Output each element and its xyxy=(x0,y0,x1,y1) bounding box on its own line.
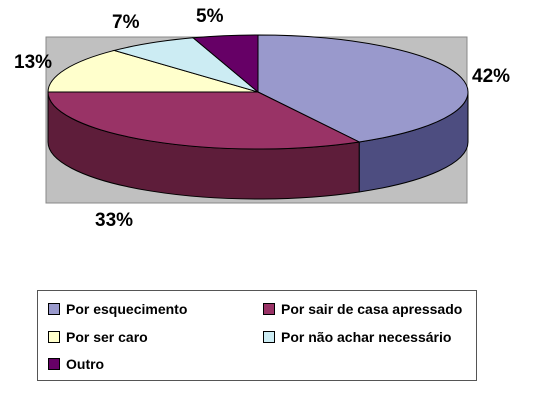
legend-item-por-esquecimento: Por esquecimento xyxy=(48,301,187,317)
legend-label: Outro xyxy=(66,356,105,372)
pie-slices xyxy=(47,34,469,150)
slice-outro xyxy=(191,34,259,94)
legend-label: Por esquecimento xyxy=(66,301,188,317)
slice-label-13: 13% xyxy=(14,52,52,73)
legend-swatch xyxy=(263,331,275,343)
legend-label: Por ser caro xyxy=(66,329,148,345)
slice-label-5: 5% xyxy=(196,6,224,27)
slice-label-7: 7% xyxy=(112,12,140,33)
slice-label-42: 42% xyxy=(472,66,510,87)
legend-swatch xyxy=(263,303,275,315)
legend-label: Por sair de casa apressado xyxy=(281,301,463,317)
legend: Por esquecimento Por sair de casa apress… xyxy=(37,290,477,381)
legend-item-outro: Outro xyxy=(48,356,104,372)
legend-swatch xyxy=(48,303,60,315)
slice-por-esquecimento xyxy=(257,34,469,143)
slice-por-ser-caro xyxy=(47,49,259,93)
legend-swatch xyxy=(48,331,60,343)
legend-swatch xyxy=(48,358,60,370)
legend-label: Por não achar necessário xyxy=(281,329,452,345)
slice-label-33: 33% xyxy=(95,210,133,231)
legend-item-por-nao-achar-necessario: Por não achar necessário xyxy=(263,329,451,345)
legend-item-por-sair-de-casa-apressado: Por sair de casa apressado xyxy=(263,301,462,317)
slice-por-sair-de-casa-apressado xyxy=(47,91,361,150)
legend-item-por-ser-caro: Por ser caro xyxy=(48,329,148,345)
